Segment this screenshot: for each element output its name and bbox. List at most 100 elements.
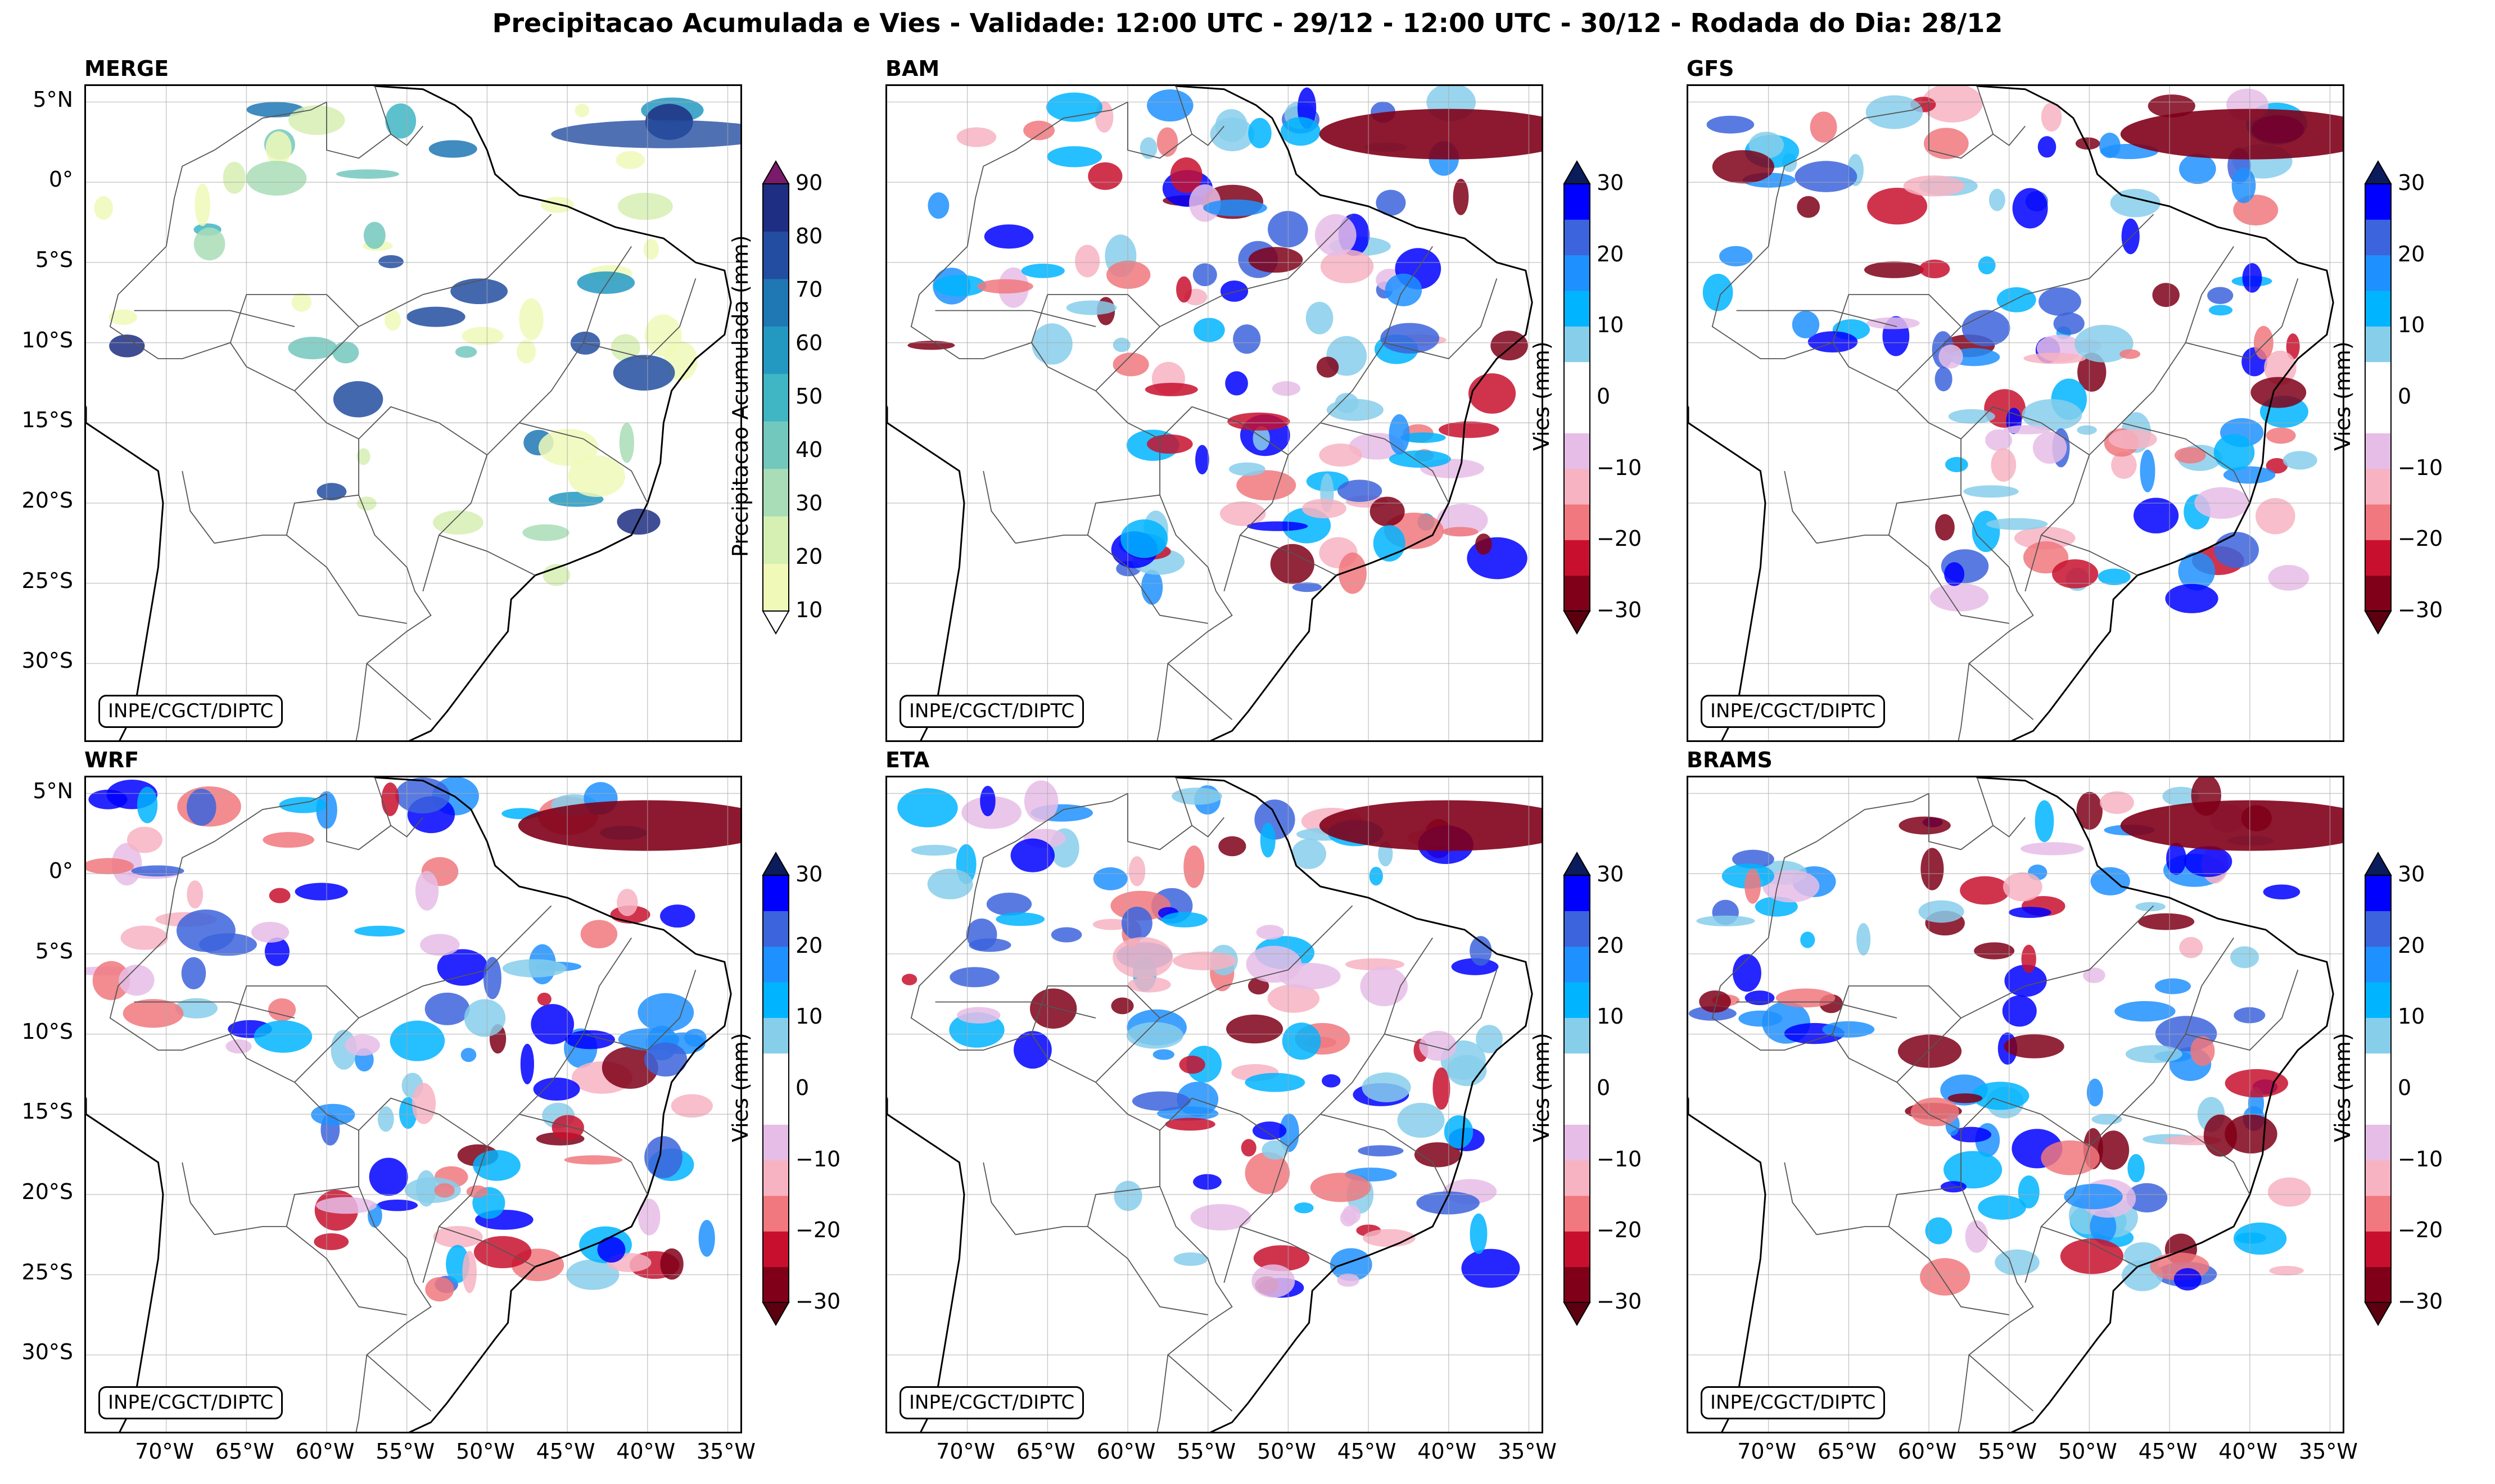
colorbar-segment — [2365, 540, 2391, 576]
lat-label: 20°S — [21, 487, 73, 513]
border-line — [214, 1226, 287, 1236]
colorbar-under-arrow — [2364, 1302, 2392, 1327]
field-blob — [907, 341, 955, 350]
colorbar-tick: 0 — [795, 1075, 810, 1100]
border-line — [1127, 793, 1192, 850]
border-line — [1711, 246, 1962, 495]
field-blob — [181, 957, 206, 989]
panel-title-bam: BAM — [885, 56, 940, 81]
field-blob — [2282, 451, 2317, 470]
field-blob — [619, 423, 635, 463]
field-blob — [2090, 1210, 2117, 1243]
field-blob — [415, 871, 439, 911]
field-blob — [437, 949, 489, 986]
colorbar-segment — [763, 184, 789, 232]
field-blob — [2135, 902, 2166, 912]
field-blob — [1470, 936, 1492, 966]
border-line — [439, 535, 536, 576]
border-line — [182, 470, 215, 544]
colorbar-tick: 30 — [2398, 862, 2425, 886]
field-blob — [86, 858, 134, 875]
field-blob — [897, 788, 958, 827]
lon-label: 70°W — [936, 1439, 996, 1464]
colorbar-tick: −10 — [1597, 1146, 1642, 1171]
border-line — [935, 1001, 1096, 1019]
field-blob — [1226, 1014, 1283, 1044]
colorbar-tick: 30 — [1597, 170, 1624, 195]
field-blob — [1106, 260, 1151, 289]
colorbar-segment — [1564, 946, 1590, 983]
lon-label: 35°W — [1497, 1439, 1557, 1464]
field-blob — [2179, 936, 2203, 958]
colorbar-segment — [763, 278, 789, 327]
field-blob — [540, 197, 575, 213]
colorbar-segment — [1564, 1160, 1590, 1196]
field-blob — [1047, 146, 1102, 168]
border-line — [1888, 494, 2009, 624]
colorbar-segment — [1564, 575, 1590, 612]
field-blob — [2126, 1183, 2168, 1212]
field-blob — [354, 925, 405, 936]
field-blob — [1810, 111, 1837, 143]
border-line — [1156, 663, 1169, 740]
coastline — [86, 86, 732, 740]
field-blob — [455, 346, 477, 358]
border-line — [2121, 422, 2250, 504]
colorbar-tick: −30 — [1597, 598, 1642, 622]
colorbar-tick: 10 — [795, 1004, 823, 1029]
field-blob — [638, 993, 694, 1032]
field-blob — [577, 271, 635, 294]
field-blob — [2148, 94, 2195, 117]
field-blob — [1310, 1173, 1371, 1202]
field-blob — [950, 967, 1000, 988]
colorbar-segment — [2365, 875, 2391, 911]
field-blob — [1014, 1031, 1052, 1069]
colorbar-tick: 20 — [795, 544, 823, 569]
field-blob — [1935, 514, 1955, 541]
colorbar-segment — [763, 875, 789, 911]
field-blob — [537, 992, 552, 1006]
border-line — [1960, 1186, 2034, 1411]
border-line — [1896, 905, 2154, 1083]
lon-label: 55°W — [1177, 1439, 1236, 1464]
border-line — [1095, 905, 1353, 1083]
colorbar-segment — [1564, 1196, 1590, 1232]
field-blob — [1432, 1067, 1450, 1110]
field-blob — [1389, 414, 1410, 455]
lat-label: 15°S — [21, 408, 73, 433]
field-blob — [1193, 1174, 1222, 1190]
field-blob — [1173, 1252, 1208, 1266]
coastline — [1688, 86, 2334, 740]
field-blob — [187, 880, 204, 909]
field-blob — [378, 255, 404, 269]
field-blob — [519, 298, 544, 341]
border-line — [1087, 494, 1208, 624]
field-blob — [317, 483, 347, 501]
field-blob — [450, 278, 508, 305]
border-line — [1736, 310, 1897, 327]
field-blob — [1195, 445, 1209, 474]
colorbar-segment — [2365, 1231, 2391, 1268]
border-line — [1896, 214, 2154, 391]
colorbar-segment — [1564, 1124, 1590, 1161]
field-blob — [1024, 780, 1059, 822]
field-blob — [1972, 510, 2000, 553]
field-blob — [1126, 1022, 1183, 1049]
field-blob — [1978, 1195, 2026, 1220]
field-blob — [2004, 965, 2047, 997]
colorbar-segment — [763, 231, 789, 279]
field-blob — [1733, 954, 1761, 992]
field-blob — [462, 327, 504, 346]
colorbar-segment — [1564, 291, 1590, 327]
colorbar-frame — [1563, 183, 1590, 612]
colorbar-tick: 70 — [795, 277, 823, 302]
map-bam: INPE/CGCT/DIPTC — [885, 84, 1543, 742]
field-blob — [1988, 188, 2005, 211]
map-canvas — [887, 86, 1542, 740]
colorbar-segment — [763, 911, 789, 947]
lon-label: 50°W — [2058, 1439, 2117, 1464]
field-blob — [1156, 127, 1178, 157]
field-blob — [1762, 870, 1820, 903]
border-line — [286, 1186, 407, 1315]
colorbar-label: Precipitacao Acumulada (mm) — [728, 235, 753, 558]
